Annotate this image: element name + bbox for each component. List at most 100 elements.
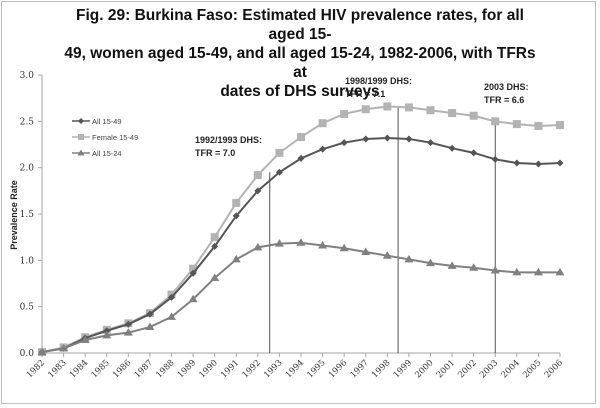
data-point-diamond (427, 139, 434, 147)
series-group (37, 102, 565, 357)
series-all-15-24 (37, 238, 565, 356)
data-point-diamond (491, 155, 499, 163)
legend-marker-square (78, 134, 84, 140)
data-point-square (253, 171, 262, 180)
y-tick-label: 0.0 (20, 349, 35, 359)
data-point-square (534, 121, 543, 130)
data-point-square (361, 105, 370, 114)
chart-title-line-2: 49, women aged 15-49, and all aged 15-24… (64, 45, 536, 81)
data-point-triangle (512, 267, 522, 276)
x-tick-label: 1994 (284, 358, 306, 380)
x-tick-label: 1991 (219, 358, 241, 380)
data-point-triangle (123, 328, 133, 336)
data-point-diamond (146, 310, 154, 318)
data-point-triangle (469, 263, 479, 271)
data-point-square (404, 103, 413, 112)
data-point-triangle (555, 267, 565, 276)
data-point-diamond (211, 242, 219, 250)
legend: All 15-49 Female 15-49 All 15-24 (72, 117, 138, 158)
x-tick-label: 1986 (111, 358, 133, 380)
data-point-triangle (533, 267, 543, 276)
x-tick-label: 2006 (543, 358, 565, 380)
data-point-square (189, 264, 198, 273)
data-point-square (448, 108, 457, 117)
annotations: 1992/1993 DHS: TFR = 7.0 1998/1999 DHS: TFR… (195, 76, 529, 158)
data-point-diamond (254, 187, 262, 195)
legend-marker-diamond (78, 118, 84, 124)
x-tick-label: 2001 (435, 358, 457, 380)
data-point-triangle (361, 247, 371, 255)
data-point-diamond (232, 212, 240, 220)
x-tick-label: 1988 (154, 358, 176, 380)
x-tick-label: 1989 (176, 358, 198, 380)
data-point-square (297, 133, 305, 142)
data-point-diamond (534, 160, 542, 168)
data-point-triangle (490, 266, 500, 274)
y-tick-label: 1.5 (20, 210, 35, 220)
data-point-square (232, 198, 241, 207)
data-point-diamond (513, 159, 521, 167)
y-tick-label: 3.0 (20, 71, 35, 81)
chart-title: Fig. 29: Burkina Faso: Estimated HIV pre… (60, 6, 540, 101)
y-axis-title: Prevalence Rate (9, 180, 19, 250)
data-point-diamond (319, 145, 327, 153)
x-tick-label: 1998 (370, 358, 392, 380)
annotation-tfr: TFR = 7.1 (345, 89, 385, 99)
data-point-diamond (362, 135, 370, 143)
legend-marker-triangle (77, 149, 85, 156)
x-tick-label: 1990 (197, 358, 219, 380)
x-tick-label: 1997 (348, 358, 370, 380)
data-point-square (383, 102, 392, 111)
data-point-triangle (167, 312, 176, 320)
data-point-diamond (124, 320, 132, 328)
x-tick-label: 1987 (133, 358, 155, 380)
x-tick-label: 2005 (521, 358, 543, 380)
data-point-square (210, 233, 219, 242)
data-point-triangle (339, 243, 349, 252)
data-point-square (556, 121, 564, 130)
legend-item: All 15-24 (72, 149, 122, 158)
annotation-survey: 2003 DHS: (484, 82, 529, 92)
annotation-tfr: TFR = 6.6 (484, 95, 524, 105)
chart-title-line-3: dates of DHS surveys (220, 83, 380, 100)
data-point-triangle (37, 347, 47, 356)
x-tick-label: 1992 (241, 358, 263, 380)
data-point-diamond (340, 139, 348, 147)
legend-item: Female 15-49 (72, 133, 138, 142)
data-point-triangle (210, 273, 220, 281)
legend-item: All 15-49 (72, 117, 122, 126)
annotation-tfr: TFR = 7.0 (195, 148, 235, 158)
legend-label: All 15-24 (92, 149, 122, 158)
y-tick-label: 2.0 (20, 164, 35, 174)
series-line (41, 105, 561, 354)
data-point-square (512, 120, 521, 129)
data-point-diamond (275, 168, 283, 176)
data-point-triangle (253, 242, 263, 251)
data-point-diamond (103, 327, 111, 335)
x-tick-label: 1983 (46, 358, 68, 380)
data-point-square (340, 109, 349, 118)
x-tick-label: 2004 (500, 358, 522, 380)
data-point-triangle (80, 335, 90, 344)
data-point-diamond (168, 293, 175, 301)
data-point-diamond (383, 134, 391, 142)
data-point-triangle (188, 294, 198, 303)
data-point-triangle (274, 239, 284, 247)
data-point-diamond (470, 149, 478, 157)
x-tick-label: 1996 (327, 358, 349, 380)
data-point-triangle (404, 254, 414, 263)
data-point-diamond (405, 135, 413, 143)
x-tick-label: 1982 (25, 358, 47, 380)
dhs-lines (269, 106, 496, 353)
data-point-triangle (426, 258, 435, 267)
x-tick-label: 2003 (478, 358, 500, 380)
series-line (41, 241, 560, 354)
x-tick-label: 1985 (89, 358, 111, 380)
annotation-survey: 1992/1993 DHS: (195, 135, 262, 145)
data-point-diamond (448, 144, 456, 152)
data-point-square (275, 148, 284, 157)
data-point-square (491, 117, 500, 126)
data-point-square (318, 119, 327, 128)
data-point-diamond (189, 269, 197, 277)
